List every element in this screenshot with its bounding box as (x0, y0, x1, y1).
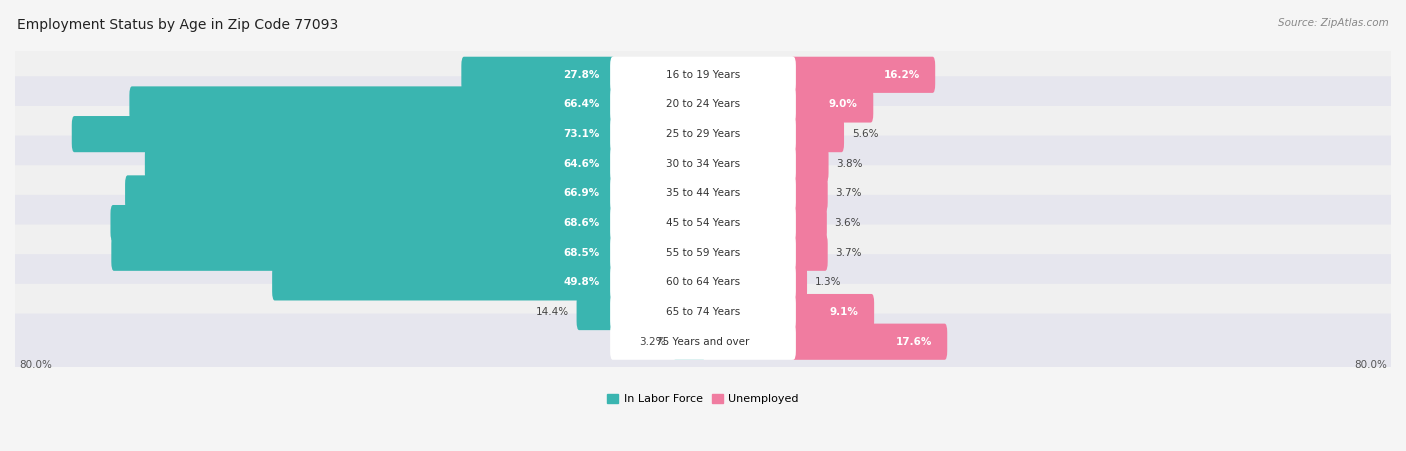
FancyBboxPatch shape (13, 76, 1393, 133)
FancyBboxPatch shape (790, 116, 844, 152)
FancyBboxPatch shape (790, 235, 828, 271)
Text: 30 to 34 Years: 30 to 34 Years (666, 159, 740, 169)
Text: 49.8%: 49.8% (564, 277, 600, 287)
Text: 55 to 59 Years: 55 to 59 Years (666, 248, 740, 258)
FancyBboxPatch shape (273, 264, 616, 300)
FancyBboxPatch shape (610, 205, 796, 241)
FancyBboxPatch shape (790, 175, 828, 212)
FancyBboxPatch shape (461, 57, 616, 93)
Text: 60 to 64 Years: 60 to 64 Years (666, 277, 740, 287)
Text: 5.6%: 5.6% (852, 129, 879, 139)
Text: 35 to 44 Years: 35 to 44 Years (666, 189, 740, 198)
FancyBboxPatch shape (576, 294, 616, 330)
Text: 65 to 74 Years: 65 to 74 Years (666, 307, 740, 317)
FancyBboxPatch shape (13, 254, 1393, 311)
Text: Source: ZipAtlas.com: Source: ZipAtlas.com (1278, 18, 1389, 28)
FancyBboxPatch shape (13, 225, 1393, 281)
Text: 73.1%: 73.1% (564, 129, 600, 139)
FancyBboxPatch shape (610, 294, 796, 330)
Text: 80.0%: 80.0% (1354, 360, 1386, 370)
Text: 66.9%: 66.9% (564, 189, 600, 198)
FancyBboxPatch shape (790, 146, 828, 182)
FancyBboxPatch shape (72, 116, 616, 152)
Text: 9.0%: 9.0% (830, 100, 858, 110)
Text: 16.2%: 16.2% (883, 70, 920, 80)
Text: 25 to 29 Years: 25 to 29 Years (666, 129, 740, 139)
FancyBboxPatch shape (610, 57, 796, 93)
FancyBboxPatch shape (13, 106, 1393, 162)
FancyBboxPatch shape (610, 116, 796, 152)
FancyBboxPatch shape (610, 235, 796, 271)
FancyBboxPatch shape (13, 136, 1393, 192)
Text: 3.6%: 3.6% (835, 218, 860, 228)
Text: 3.2%: 3.2% (638, 337, 665, 347)
FancyBboxPatch shape (13, 46, 1393, 103)
FancyBboxPatch shape (610, 175, 796, 212)
FancyBboxPatch shape (13, 313, 1393, 370)
FancyBboxPatch shape (790, 294, 875, 330)
FancyBboxPatch shape (610, 87, 796, 123)
FancyBboxPatch shape (790, 205, 827, 241)
Text: 75 Years and over: 75 Years and over (657, 337, 749, 347)
FancyBboxPatch shape (673, 324, 706, 360)
FancyBboxPatch shape (145, 146, 616, 182)
Text: 3.8%: 3.8% (837, 159, 863, 169)
Legend: In Labor Force, Unemployed: In Labor Force, Unemployed (603, 389, 803, 409)
FancyBboxPatch shape (129, 87, 616, 123)
FancyBboxPatch shape (790, 324, 948, 360)
Text: 80.0%: 80.0% (20, 360, 52, 370)
FancyBboxPatch shape (13, 284, 1393, 340)
Text: 20 to 24 Years: 20 to 24 Years (666, 100, 740, 110)
Text: 68.5%: 68.5% (564, 248, 600, 258)
FancyBboxPatch shape (610, 264, 796, 300)
FancyBboxPatch shape (125, 175, 616, 212)
Text: 3.7%: 3.7% (835, 189, 862, 198)
Text: Employment Status by Age in Zip Code 77093: Employment Status by Age in Zip Code 770… (17, 18, 337, 32)
Text: 68.6%: 68.6% (564, 218, 600, 228)
Text: 14.4%: 14.4% (536, 307, 569, 317)
FancyBboxPatch shape (610, 324, 796, 360)
FancyBboxPatch shape (111, 205, 616, 241)
Text: 27.8%: 27.8% (564, 70, 600, 80)
Text: 3.7%: 3.7% (835, 248, 862, 258)
Text: 66.4%: 66.4% (564, 100, 600, 110)
Text: 64.6%: 64.6% (564, 159, 600, 169)
FancyBboxPatch shape (790, 264, 807, 300)
Text: 17.6%: 17.6% (896, 337, 932, 347)
Text: 45 to 54 Years: 45 to 54 Years (666, 218, 740, 228)
FancyBboxPatch shape (13, 165, 1393, 221)
FancyBboxPatch shape (13, 195, 1393, 251)
FancyBboxPatch shape (790, 57, 935, 93)
FancyBboxPatch shape (790, 87, 873, 123)
Text: 16 to 19 Years: 16 to 19 Years (666, 70, 740, 80)
FancyBboxPatch shape (111, 235, 616, 271)
FancyBboxPatch shape (610, 146, 796, 182)
Text: 1.3%: 1.3% (815, 277, 841, 287)
Text: 9.1%: 9.1% (830, 307, 859, 317)
